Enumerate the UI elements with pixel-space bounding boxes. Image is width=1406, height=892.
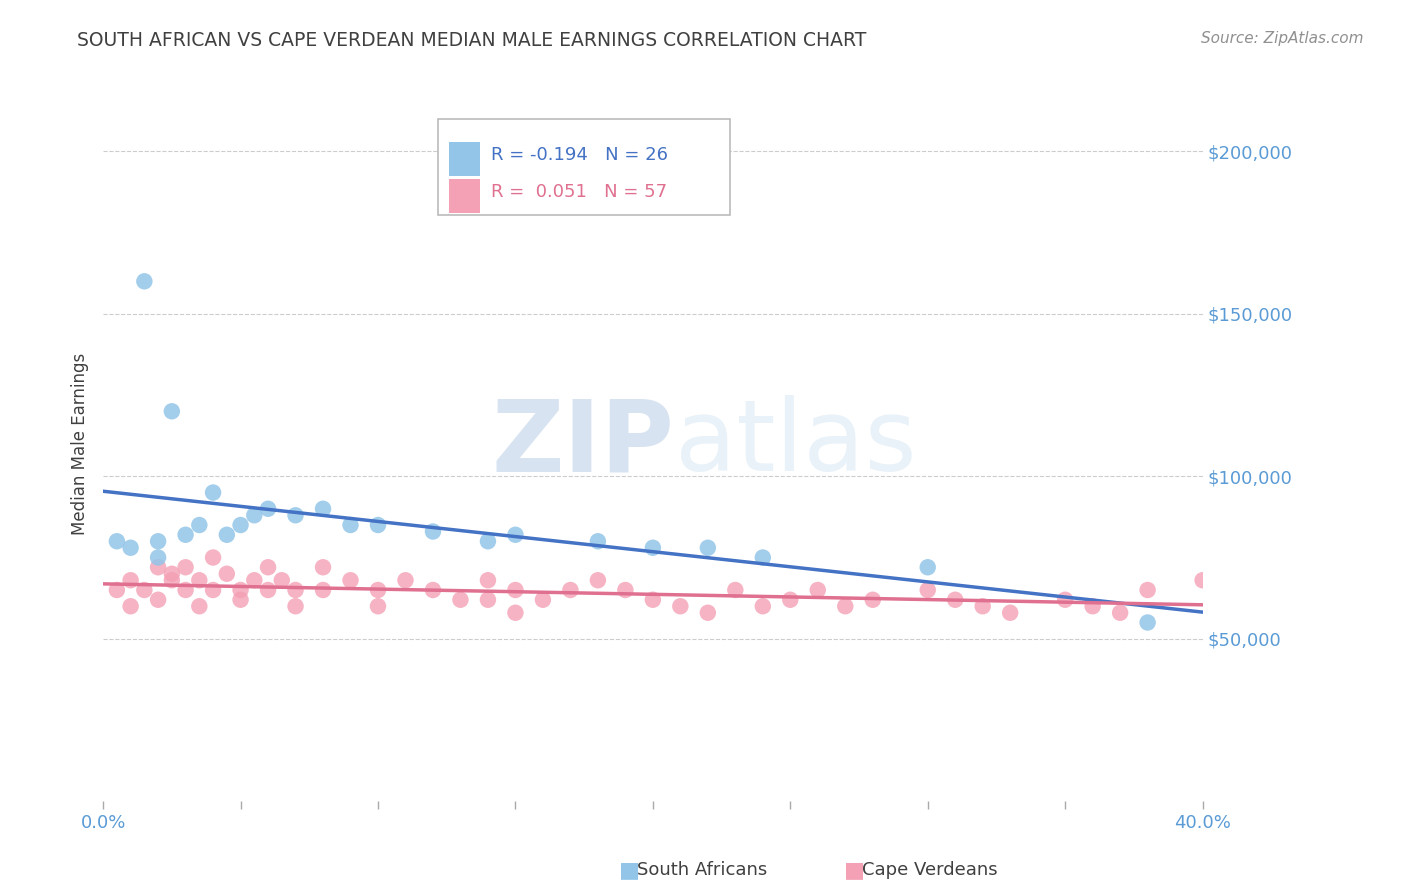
Point — [188, 518, 211, 533]
Point — [669, 599, 692, 614]
Point — [174, 560, 197, 574]
Point — [120, 599, 142, 614]
Point — [724, 582, 747, 597]
Text: Source: ZipAtlas.com: Source: ZipAtlas.com — [1201, 31, 1364, 46]
Point — [134, 582, 156, 597]
Point — [134, 274, 156, 288]
Point — [943, 592, 966, 607]
Point — [477, 592, 499, 607]
Point — [367, 599, 389, 614]
Point — [202, 550, 225, 565]
Point — [146, 534, 169, 549]
Text: ZIP: ZIP — [492, 395, 675, 492]
Point — [174, 582, 197, 597]
Point — [188, 574, 211, 588]
Point — [560, 582, 582, 597]
Point — [312, 501, 335, 516]
Point — [862, 592, 884, 607]
Point — [807, 582, 830, 597]
Point — [160, 566, 183, 581]
Point — [917, 560, 939, 574]
Point — [188, 599, 211, 614]
Point — [1191, 574, 1213, 588]
Point — [531, 592, 554, 607]
Point — [146, 592, 169, 607]
Point — [270, 574, 292, 588]
Point — [1054, 592, 1077, 607]
Point — [422, 524, 444, 539]
Text: ■: ■ — [619, 860, 640, 880]
Point — [505, 528, 527, 542]
Point — [284, 582, 307, 597]
Point — [394, 574, 416, 588]
Point — [339, 574, 361, 588]
Text: atlas: atlas — [675, 395, 917, 492]
Point — [586, 574, 609, 588]
Text: South Africans: South Africans — [637, 861, 768, 879]
Point — [752, 550, 775, 565]
Point — [146, 560, 169, 574]
Point — [243, 574, 266, 588]
Point — [779, 592, 801, 607]
Point — [614, 582, 637, 597]
Point — [284, 599, 307, 614]
Point — [505, 582, 527, 597]
Point — [477, 574, 499, 588]
Point — [257, 582, 280, 597]
Point — [257, 560, 280, 574]
Point — [696, 606, 718, 620]
Point — [834, 599, 856, 614]
Point — [339, 518, 361, 533]
Bar — [450, 178, 481, 213]
Bar — [450, 142, 481, 177]
Point — [696, 541, 718, 555]
Point — [105, 582, 128, 597]
Point — [752, 599, 775, 614]
Point — [160, 404, 183, 418]
Text: Cape Verdeans: Cape Verdeans — [862, 861, 997, 879]
Point — [229, 518, 252, 533]
Point — [284, 508, 307, 523]
Point — [367, 518, 389, 533]
Point — [367, 582, 389, 597]
Point — [972, 599, 994, 614]
Point — [449, 592, 471, 607]
Point — [505, 606, 527, 620]
Point — [422, 582, 444, 597]
Point — [229, 592, 252, 607]
FancyBboxPatch shape — [439, 119, 730, 215]
Point — [215, 566, 238, 581]
Text: R =  0.051   N = 57: R = 0.051 N = 57 — [491, 183, 668, 201]
Point — [1136, 615, 1159, 630]
Point — [586, 534, 609, 549]
Text: ■: ■ — [844, 860, 865, 880]
Point — [641, 541, 664, 555]
Point — [243, 508, 266, 523]
Y-axis label: Median Male Earnings: Median Male Earnings — [72, 352, 89, 535]
Point — [998, 606, 1021, 620]
Point — [312, 560, 335, 574]
Point — [917, 582, 939, 597]
Point — [120, 574, 142, 588]
Point — [477, 534, 499, 549]
Point — [202, 582, 225, 597]
Point — [1109, 606, 1132, 620]
Text: SOUTH AFRICAN VS CAPE VERDEAN MEDIAN MALE EARNINGS CORRELATION CHART: SOUTH AFRICAN VS CAPE VERDEAN MEDIAN MAL… — [77, 31, 866, 50]
Point — [105, 534, 128, 549]
Point — [146, 550, 169, 565]
Text: R = -0.194   N = 26: R = -0.194 N = 26 — [491, 146, 668, 164]
Point — [229, 582, 252, 597]
Point — [257, 501, 280, 516]
Point — [1081, 599, 1104, 614]
Point — [1136, 582, 1159, 597]
Point — [160, 574, 183, 588]
Point — [641, 592, 664, 607]
Point — [202, 485, 225, 500]
Point — [120, 541, 142, 555]
Point — [215, 528, 238, 542]
Point — [312, 582, 335, 597]
Point — [174, 528, 197, 542]
